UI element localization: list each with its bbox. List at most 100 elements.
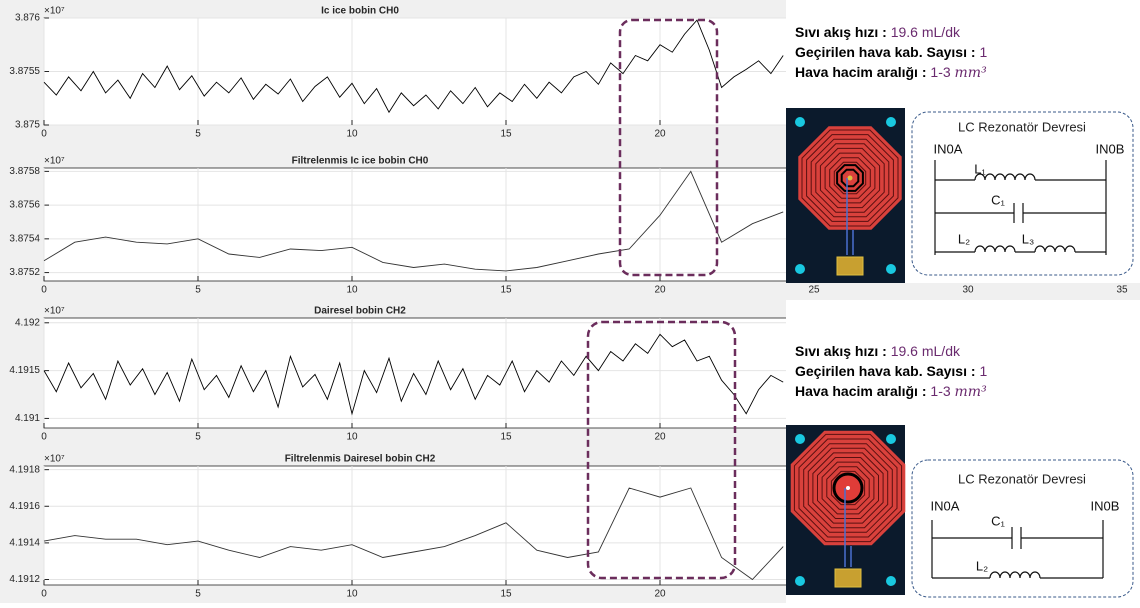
- x-tick-label: 0: [41, 129, 47, 140]
- x-tick-label: 20: [654, 432, 666, 443]
- wire: [932, 527, 1103, 549]
- x-tick-label: 5: [195, 432, 201, 443]
- x-tick-label: 10: [346, 589, 358, 600]
- y-tick-label: 3.8755: [9, 66, 40, 77]
- pcb-trace: [812, 452, 884, 524]
- x-tick-label: 20: [654, 129, 666, 140]
- highlight-box: [618, 18, 719, 277]
- x-tick-label: 15: [500, 432, 512, 443]
- x-tick-label: 15: [500, 285, 512, 296]
- y-tick-label: 3.8754: [9, 233, 40, 244]
- x-tick-label: 30: [962, 285, 974, 296]
- pcb-trace: [806, 134, 894, 222]
- circuit-label: C₁: [991, 513, 1005, 528]
- y-tick-label: 3.876: [15, 13, 40, 24]
- wire: [1034, 245, 1076, 253]
- wire: [974, 245, 1016, 253]
- y-tick-label: 4.1914: [9, 538, 40, 549]
- chart-title: Dairesel bobin CH2: [314, 306, 406, 317]
- pcb-trace: [830, 470, 866, 506]
- wire: [931, 520, 1104, 578]
- x-tick-label: 25: [808, 285, 820, 296]
- x-tick-label: 5: [195, 589, 201, 600]
- wire: [935, 203, 1106, 223]
- pcb-hole: [886, 576, 896, 586]
- data-line: [43, 19, 784, 114]
- pcb-pad: [846, 486, 850, 490]
- axis-exponent: ×10⁷: [44, 6, 65, 17]
- annotation: Geçirilen hava kab. Sayısı : 1: [795, 363, 987, 379]
- data-line: [43, 333, 784, 416]
- annotation: Hava hacim aralığı : 1-3 mm³: [795, 64, 987, 81]
- chart-title: Ic ice bobin CH0: [321, 6, 399, 17]
- chart-title: Filtrelenmis Dairesel bobin CH2: [285, 454, 436, 465]
- circuit-label: L₂: [958, 231, 970, 246]
- annotation: Geçirilen hava kab. Sayısı : 1: [795, 44, 987, 60]
- x-tick-label: 20: [654, 589, 666, 600]
- annotation: Hava hacim aralığı : 1-3 mm³: [795, 383, 987, 400]
- x-tick-label: 20: [654, 285, 666, 296]
- y-tick-label: 3.8752: [9, 267, 40, 278]
- pcb-lead: [844, 488, 852, 567]
- y-tick-label: 3.8756: [9, 200, 40, 211]
- pcb-trace: [824, 152, 876, 204]
- pcb-trace: [815, 143, 885, 213]
- pcb-lead: [846, 178, 854, 255]
- circuit-box: [911, 459, 1134, 598]
- pcb-hole: [886, 264, 896, 274]
- y-tick-label: 4.191: [15, 413, 40, 424]
- x-tick-label: 10: [346, 285, 358, 296]
- pcb-trace: [821, 461, 875, 515]
- pcb-trace: [807, 447, 889, 529]
- y-tick-label: 4.1916: [9, 501, 40, 512]
- pcb-trace: [803, 443, 893, 533]
- circuit-label: IN0B: [1091, 498, 1120, 513]
- circuit-label: IN0B: [1096, 141, 1125, 156]
- x-tick-label: 5: [195, 129, 201, 140]
- pcb-trace: [810, 138, 890, 218]
- x-tick-label: 15: [500, 589, 512, 600]
- pcb-trace: [833, 161, 867, 195]
- axis-exponent: ×10⁷: [44, 306, 65, 317]
- axis-exponent: ×10⁷: [44, 454, 65, 465]
- pcb-hole: [886, 117, 896, 127]
- pcb-trace: [819, 147, 881, 209]
- pcb-trace: [793, 433, 903, 543]
- pcb-connector: [836, 256, 864, 276]
- circuit-label: IN0A: [934, 141, 963, 156]
- pcb-ring: [836, 164, 864, 192]
- x-tick-label: 0: [41, 432, 47, 443]
- wire: [989, 571, 1041, 579]
- circuit-box: [911, 111, 1134, 276]
- data-line: [43, 170, 784, 272]
- x-tick-label: 10: [346, 129, 358, 140]
- circuit-label: IN0A: [931, 498, 960, 513]
- circuit-label: L₁: [974, 161, 986, 176]
- pcb-trace: [798, 438, 898, 538]
- pcb-hole: [795, 576, 805, 586]
- circuit-label: L₂: [976, 558, 988, 573]
- pcb-ring: [840, 168, 860, 188]
- y-tick-label: 4.1915: [9, 365, 40, 376]
- y-tick-label: 4.1912: [9, 574, 40, 585]
- circuit-title: LC Rezonatör Devresi: [958, 119, 1086, 134]
- x-tick-label: 35: [1116, 285, 1128, 296]
- x-tick-label: 5: [195, 285, 201, 296]
- circuit-label: L₃: [1022, 231, 1035, 246]
- highlight-box: [586, 320, 737, 580]
- pcb-hole: [795, 434, 805, 444]
- wire: [974, 173, 1036, 181]
- x-tick-label: 0: [41, 285, 47, 296]
- y-tick-label: 4.192: [15, 317, 40, 328]
- x-tick-label: 15: [500, 129, 512, 140]
- pcb-images: [786, 108, 906, 595]
- axis-exponent: ×10⁷: [44, 156, 65, 167]
- pcb-connector: [834, 568, 862, 588]
- circuit-title: LC Rezonatör Devresi: [958, 471, 1086, 486]
- y-tick-label: 3.875: [15, 120, 40, 131]
- chart-title: Filtrelenmis Ic ice bobin CH0: [292, 156, 429, 167]
- data-line: [43, 487, 784, 581]
- x-tick-label: 0: [41, 589, 47, 600]
